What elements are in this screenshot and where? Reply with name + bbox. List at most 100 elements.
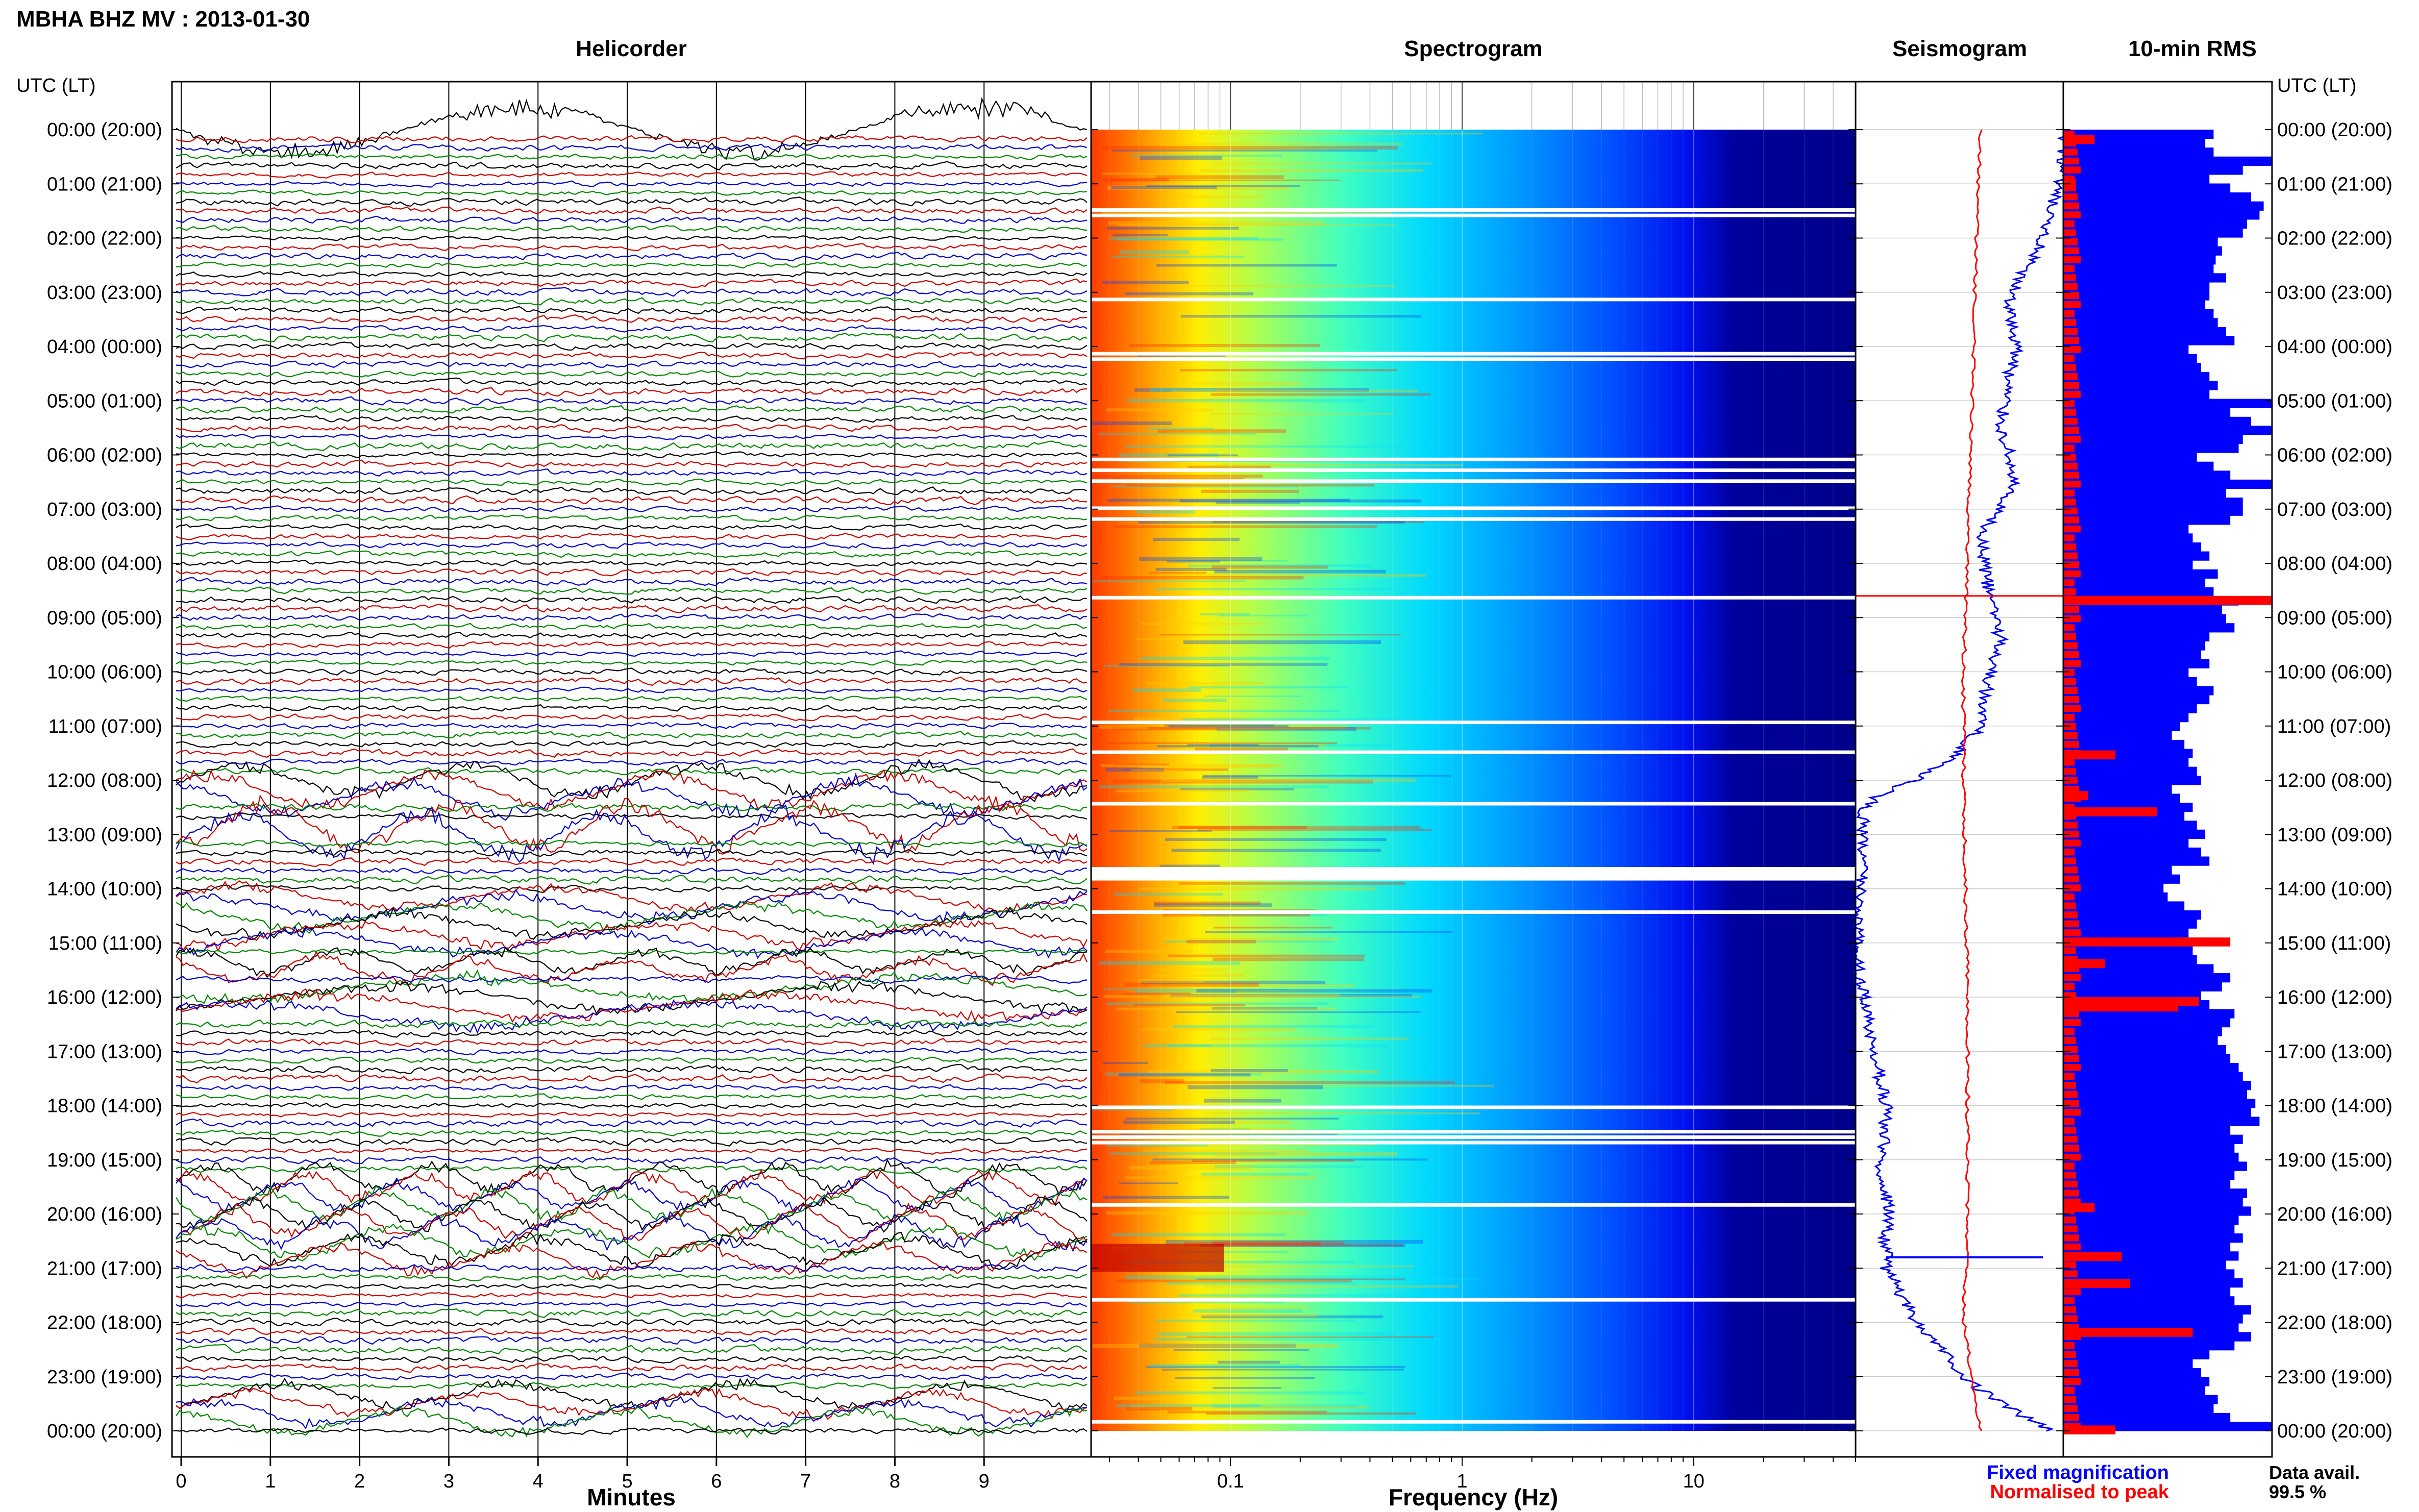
rms-bar: [2063, 165, 2243, 175]
spectrogram-texture-stripe: [1177, 560, 1288, 562]
helicorder-trace: [176, 189, 1088, 196]
spectrogram-texture-stripe: [1158, 968, 1227, 972]
spectrogram-texture-stripe: [1213, 743, 1326, 748]
rms-bar: [2063, 371, 2210, 382]
spectrogram-texture-stripe: [1218, 1121, 1290, 1124]
rms-normalised-bar: [2063, 337, 2079, 344]
rms-bar: [2063, 354, 2197, 363]
spectrogram-texture-stripe: [1201, 1315, 1384, 1319]
rms-normalised-bar: [2063, 346, 2081, 353]
rms-normalised-bar: [2063, 1073, 2075, 1080]
right-time-label: 13:00 (09:00): [2277, 824, 2392, 846]
rms-normalised-bar: [2063, 1216, 2076, 1224]
rms-bar: [2063, 659, 2210, 668]
rms-normalised-bar: [2063, 1019, 2081, 1026]
rms-bar: [2063, 1099, 2256, 1108]
rms-normalised-bar: [2063, 310, 2075, 317]
rms-bar: [2063, 1197, 2243, 1207]
rms-bar: [2063, 1179, 2231, 1189]
rms-bar: [2063, 1359, 2193, 1369]
rms-normalised-bar: [2063, 929, 2081, 936]
rms-bar: [2063, 821, 2197, 830]
right-time-label: 07:00 (03:00): [2277, 499, 2392, 520]
spectrogram-texture-stripe: [1141, 980, 1326, 984]
rms-bar: [2063, 794, 2181, 803]
legend-fixed-magnification: Fixed magnification: [1987, 1462, 2169, 1483]
spectrogram-texture-stripe: [1200, 613, 1250, 615]
rms-normalised-bar: [2063, 642, 2078, 649]
rms-normalised-bar: [2063, 328, 2078, 335]
spectrogram-texture-stripe: [1187, 1336, 1434, 1338]
spectrogram-texture-stripe: [1183, 1242, 1321, 1246]
spectrogram-x-tick-label: 10: [1683, 1471, 1705, 1492]
spectrogram-data-gap: [1091, 596, 1856, 600]
spectrogram-texture-stripe: [1211, 413, 1393, 415]
spectrogram-texture-stripe: [1106, 1144, 1209, 1147]
rms-bar: [2063, 1036, 2218, 1046]
helicorder-trace: [176, 206, 1088, 215]
helicorder-trace: [176, 1156, 1088, 1164]
spectrogram-texture-stripe: [1150, 1160, 1236, 1164]
rms-bar: [2063, 282, 2210, 292]
spectrogram-texture-stripe: [1216, 1243, 1403, 1247]
helicorder-trace: [176, 925, 1088, 959]
rms-normalised-bar: [2063, 1270, 2078, 1278]
rms-normalised-bar: [2063, 588, 2076, 596]
spectrogram-texture-stripe: [1189, 686, 1349, 689]
spectrogram-texture-stripe: [1111, 186, 1217, 189]
rms-bar: [2063, 506, 2243, 516]
helicorder-trace: [176, 97, 1088, 161]
spectrogram-texture-stripe: [1103, 995, 1149, 998]
right-time-label: 02:00 (22:00): [2277, 228, 2392, 250]
rms-normalised-bar: [2063, 247, 2079, 255]
spectrogram-texture-stripe: [1202, 1285, 1459, 1288]
rms-normalised-bar: [2063, 1351, 2076, 1358]
spectrogram-texture-stripe: [1211, 393, 1431, 396]
rms-normalised-peak-bar: [2063, 1252, 2122, 1261]
left-time-label: 21:00 (17:00): [47, 1258, 162, 1279]
spectrogram-texture-stripe: [1117, 238, 1283, 241]
rms-bar: [2063, 892, 2168, 902]
spectrogram-texture-stripe: [1199, 132, 1483, 135]
rms-bar: [2063, 1107, 2252, 1118]
helicorder-trace: [176, 271, 1088, 278]
helicorder-trace: [176, 586, 1088, 595]
rms-bar: [2063, 1386, 2206, 1396]
rms-normalised-bar: [2063, 202, 2079, 210]
rms-normalised-bar: [2063, 1028, 2075, 1035]
rms-bar: [2063, 1242, 2231, 1252]
rms-normalised-peak-bar: [2063, 1203, 2095, 1212]
spectrogram-data-gap: [1091, 1203, 1856, 1207]
spectrogram-texture-stripe: [1176, 1011, 1420, 1013]
rms-bar: [2063, 1027, 2222, 1036]
spectrogram-texture-stripe: [1218, 614, 1308, 617]
helicorder-trace: [176, 650, 1088, 657]
spectrogram-texture-stripe: [1108, 709, 1340, 712]
spectrogram-texture-stripe: [1154, 1337, 1443, 1341]
right-time-label: 00:00 (20:00): [2277, 119, 2392, 141]
spectrogram-texture-stripe: [1103, 178, 1169, 182]
helicorder-trace: [176, 180, 1088, 188]
rms-normalised-bar: [2063, 516, 2079, 524]
rms-normalised-bar: [2063, 893, 2075, 901]
rms-normalised-bar: [2063, 1315, 2078, 1322]
helicorder-trace: [176, 324, 1088, 333]
spectrogram-texture-stripe: [1164, 937, 1338, 941]
spectrogram-texture-stripe: [1111, 1233, 1286, 1236]
helicorder-trace: [176, 1327, 1088, 1336]
rms-bar: [2063, 1045, 2227, 1054]
spectrogram-texture-stripe: [1204, 1099, 1281, 1103]
helicorder-trace: [176, 341, 1088, 351]
spectrogram-texture-stripe: [1187, 744, 1258, 746]
spectrogram-texture-stripe: [1163, 699, 1226, 703]
spectrogram-texture-stripe: [1136, 638, 1190, 640]
spectrogram-texture-stripe: [1106, 1002, 1328, 1005]
rms-normalised-peak-bar: [2063, 1328, 2193, 1337]
spectrogram-texture-stripe: [1202, 776, 1258, 779]
spectrogram-texture-stripe: [1213, 957, 1365, 961]
helicorder-trace: [176, 306, 1088, 315]
rms-normalised-bar: [2063, 1127, 2076, 1134]
rms-bar: [2063, 1152, 2239, 1162]
helicorder-trace: [176, 969, 1088, 1006]
spectrogram-data-gap: [1091, 506, 1856, 510]
